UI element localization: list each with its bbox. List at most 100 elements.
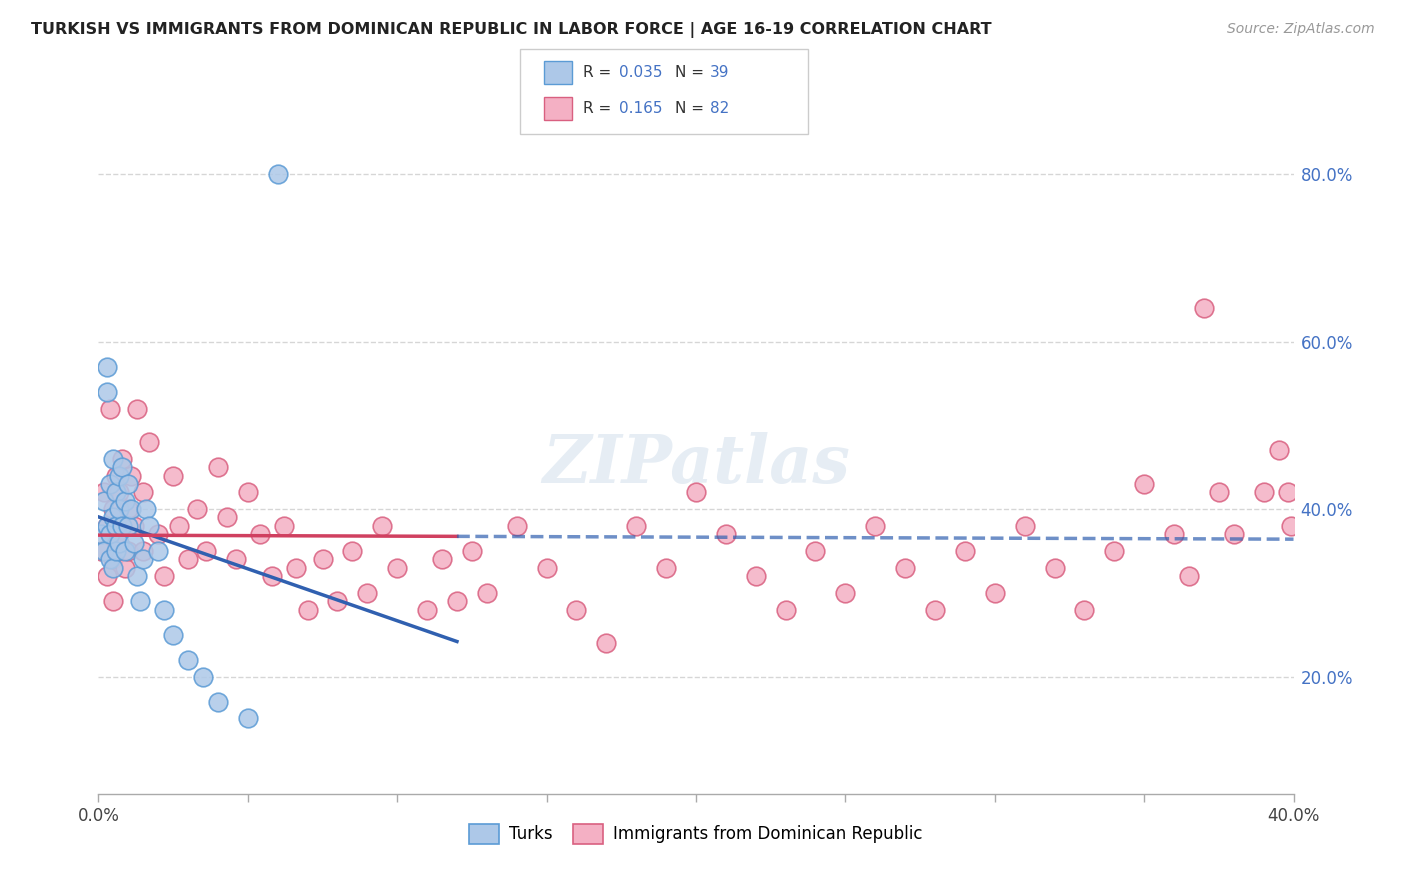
- Point: [1043, 560, 1066, 574]
- Point: [273, 519, 295, 533]
- Point: [132, 544, 155, 558]
- Point: [284, 560, 307, 574]
- Point: [114, 560, 136, 574]
- Point: [225, 552, 247, 566]
- Point: [98, 552, 122, 566]
- Point: [96, 569, 118, 583]
- Point: [153, 569, 176, 583]
- Point: [191, 670, 214, 684]
- Point: [326, 594, 349, 608]
- Point: [186, 502, 208, 516]
- Point: [96, 384, 118, 399]
- Point: [162, 468, 184, 483]
- Point: [93, 485, 115, 500]
- Point: [153, 602, 176, 616]
- Point: [132, 485, 155, 500]
- Text: TURKISH VS IMMIGRANTS FROM DOMINICAN REPUBLIC IN LABOR FORCE | AGE 16-19 CORRELA: TURKISH VS IMMIGRANTS FROM DOMINICAN REP…: [31, 22, 991, 38]
- Point: [117, 544, 139, 558]
- Point: [865, 519, 887, 533]
- Point: [105, 544, 128, 558]
- Point: [249, 527, 271, 541]
- Point: [108, 535, 131, 549]
- Point: [114, 493, 136, 508]
- Text: R =: R =: [583, 65, 617, 79]
- Point: [98, 527, 122, 541]
- Point: [984, 586, 1007, 600]
- Text: 0.035: 0.035: [619, 65, 662, 79]
- Point: [446, 594, 468, 608]
- Point: [96, 359, 118, 374]
- Point: [127, 401, 149, 416]
- Point: [745, 569, 768, 583]
- Point: [105, 485, 128, 500]
- Point: [1192, 301, 1215, 315]
- Point: [111, 451, 134, 466]
- Point: [714, 527, 737, 541]
- Point: [371, 519, 394, 533]
- Point: [120, 468, 142, 483]
- Point: [111, 460, 134, 475]
- Point: [1014, 519, 1036, 533]
- Text: 39: 39: [710, 65, 730, 79]
- Point: [138, 435, 160, 450]
- Point: [1133, 477, 1156, 491]
- Point: [655, 560, 678, 574]
- Point: [894, 560, 917, 574]
- Point: [93, 544, 115, 558]
- Point: [536, 560, 558, 574]
- Point: [1277, 485, 1299, 500]
- Point: [124, 519, 146, 533]
- Point: [207, 695, 229, 709]
- Point: [461, 544, 484, 558]
- Point: [267, 167, 290, 181]
- Point: [177, 653, 200, 667]
- Point: [98, 401, 122, 416]
- Point: [111, 519, 134, 533]
- Point: [297, 602, 319, 616]
- Point: [103, 560, 125, 574]
- Point: [924, 602, 946, 616]
- Point: [120, 502, 142, 516]
- Point: [103, 552, 125, 566]
- Text: R =: R =: [583, 101, 617, 116]
- Point: [108, 535, 131, 549]
- Point: [430, 552, 453, 566]
- Point: [1073, 602, 1095, 616]
- Point: [96, 519, 118, 533]
- Point: [1163, 527, 1185, 541]
- Point: [236, 711, 259, 725]
- Point: [108, 502, 131, 516]
- Point: [804, 544, 827, 558]
- Point: [105, 527, 128, 541]
- Point: [103, 502, 125, 516]
- Point: [595, 636, 617, 650]
- Text: N =: N =: [675, 65, 709, 79]
- Point: [162, 628, 184, 642]
- Point: [356, 586, 378, 600]
- Text: ZIPatlas: ZIPatlas: [543, 432, 849, 497]
- Point: [953, 544, 976, 558]
- Point: [260, 569, 283, 583]
- Text: 82: 82: [710, 101, 730, 116]
- Point: [105, 468, 128, 483]
- Point: [1178, 569, 1201, 583]
- Point: [1223, 527, 1246, 541]
- Text: 0.165: 0.165: [619, 101, 662, 116]
- Point: [108, 485, 131, 500]
- Point: [90, 544, 112, 558]
- Point: [111, 519, 134, 533]
- Point: [98, 477, 122, 491]
- Point: [129, 594, 152, 608]
- Point: [90, 527, 112, 541]
- Point: [775, 602, 797, 616]
- Point: [167, 519, 190, 533]
- Point: [177, 552, 200, 566]
- Point: [148, 544, 170, 558]
- Point: [103, 510, 125, 524]
- Point: [475, 586, 498, 600]
- Point: [1279, 519, 1302, 533]
- Point: [1104, 544, 1126, 558]
- Point: [93, 493, 115, 508]
- Point: [117, 502, 139, 516]
- Point: [98, 527, 122, 541]
